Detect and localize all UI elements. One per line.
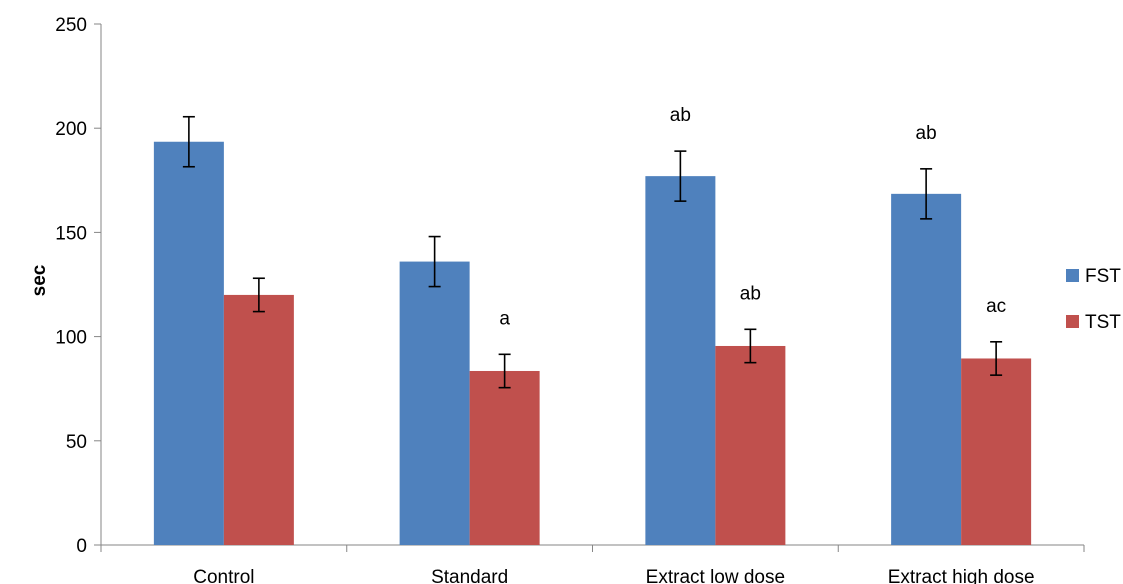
significance-label: ab [916, 123, 937, 144]
legend-label-tst: TST [1085, 312, 1121, 333]
legend-label-fst: FST [1085, 266, 1121, 287]
significance-label: ab [670, 105, 691, 126]
significance-label: ac [986, 296, 1006, 317]
significance-label: a [499, 308, 510, 329]
error-bars [182, 115, 1003, 389]
category-label: Extract low dose [646, 567, 785, 584]
category-label: Extract high dose [888, 567, 1035, 584]
y-tick-label: 150 [55, 223, 87, 244]
legend-swatch-fst [1066, 269, 1079, 282]
significance-label: ab [740, 283, 761, 304]
y-tick-label: 250 [55, 15, 87, 36]
legend: FST TST [1066, 266, 1121, 333]
bar-fst [891, 193, 962, 545]
bar-tst [223, 294, 294, 545]
bar-tst [469, 370, 540, 545]
bar-tst [961, 358, 1032, 545]
bar-tst [715, 345, 786, 545]
y-axis-label: sec [29, 264, 50, 296]
y-tick-label: 100 [55, 328, 87, 349]
bar-fst [399, 261, 470, 545]
bars [153, 141, 1032, 545]
category-labels: Control Standard Extract low dose Extract h… [193, 567, 1034, 584]
bar-fst [645, 176, 716, 545]
y-tick-labels: 0 50 100 150 200 250 [55, 15, 87, 557]
category-label: Standard [431, 567, 508, 584]
y-tick-label: 0 [76, 536, 87, 557]
category-label: Control [193, 567, 254, 584]
significance-annotations: a ab ab ab ac [499, 105, 1006, 329]
bar-fst [153, 141, 224, 545]
y-tick-label: 50 [66, 432, 87, 453]
y-tick-label: 200 [55, 119, 87, 140]
legend-swatch-tst [1066, 315, 1079, 328]
